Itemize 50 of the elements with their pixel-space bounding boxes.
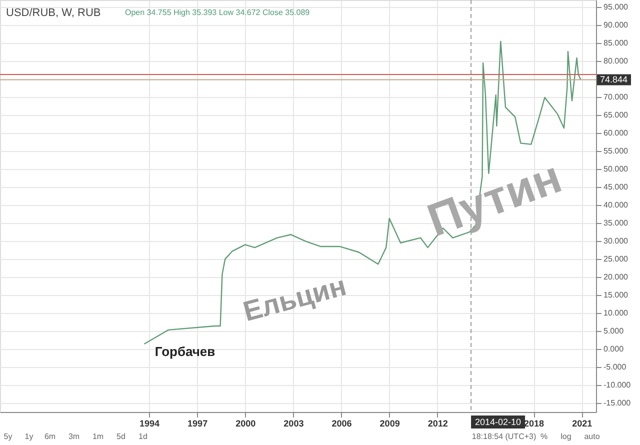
ref-line-label: 2014-02-10 xyxy=(475,417,522,427)
x-tick-label: 1994 xyxy=(139,418,160,428)
annotation: Путин xyxy=(420,150,568,246)
y-tick-label: 15.000 xyxy=(604,290,629,300)
x-tick-label: 2018 xyxy=(524,418,544,428)
text: 6m xyxy=(44,432,56,441)
annotation: Ельцин xyxy=(240,270,350,328)
y-tick-label: 50.000 xyxy=(604,164,629,174)
ref-line-label: 74.844 xyxy=(600,74,628,85)
y-tick-label: 60.000 xyxy=(604,128,629,138)
y-tick-label: 80.000 xyxy=(604,56,629,66)
line-series xyxy=(144,40,582,345)
x-tick-label: 2021 xyxy=(572,418,592,428)
y-tick-label: 30.000 xyxy=(604,236,629,246)
annotation: Open 34.755 High 35.393 Low 34.672 Close 35.089 xyxy=(125,8,310,17)
x-tick-label: 2006 xyxy=(332,418,352,428)
text: 5y xyxy=(4,432,12,441)
text: 1y xyxy=(24,432,34,441)
text: auto xyxy=(584,432,600,441)
y-tick-label: 0.000 xyxy=(604,344,624,354)
y-tick-label: -15.000 xyxy=(604,398,632,408)
text: 5d xyxy=(116,432,126,441)
text: % xyxy=(540,432,548,441)
annotation: Горбачев xyxy=(154,344,216,359)
y-tick-label: 45.000 xyxy=(604,182,629,192)
x-tick-label: 2009 xyxy=(380,418,400,428)
text: log xyxy=(560,432,572,441)
y-tick-label: 65.000 xyxy=(604,110,629,120)
y-tick-label: 85.000 xyxy=(604,38,629,48)
x-tick-label: 2003 xyxy=(284,418,304,428)
y-tick-label: 20.000 xyxy=(604,272,629,282)
text: 1m xyxy=(92,432,104,441)
x-tick-label: 1997 xyxy=(188,418,208,428)
text: 3m xyxy=(68,432,80,441)
text: USD/RUB, W, RUB xyxy=(6,7,101,19)
y-tick-label: 35.000 xyxy=(604,218,629,228)
y-tick-label: 5.000 xyxy=(604,326,624,336)
y-tick-label: 55.000 xyxy=(604,146,629,156)
x-tick-label: 2000 xyxy=(236,418,256,428)
y-tick-label: 70.000 xyxy=(604,92,629,102)
y-tick-label: 90.000 xyxy=(604,20,629,30)
x-tick-label: 2012 xyxy=(428,418,448,428)
text: 18:18:54 (UTC+3) xyxy=(472,432,536,441)
y-tick-label: 10.000 xyxy=(604,308,629,318)
y-tick-label: 25.000 xyxy=(604,254,629,264)
y-tick-label: 40.000 xyxy=(604,200,629,210)
y-tick-label: -5.000 xyxy=(604,362,627,372)
y-tick-label: -10.000 xyxy=(604,380,632,390)
text: 1d xyxy=(138,432,148,441)
y-tick-label: 95.000 xyxy=(604,2,629,12)
